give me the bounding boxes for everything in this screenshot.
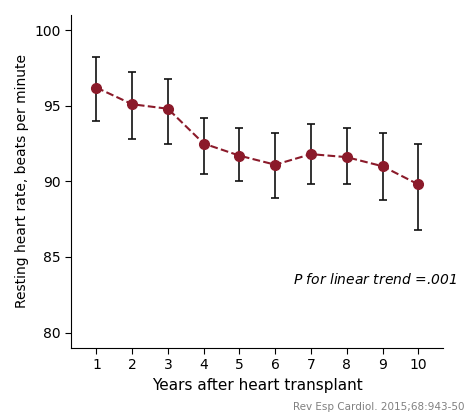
Y-axis label: Resting heart rate, beats per minute: Resting heart rate, beats per minute xyxy=(15,54,29,308)
Text: Rev Esp Cardiol. 2015;68:943-50: Rev Esp Cardiol. 2015;68:943-50 xyxy=(293,402,465,412)
Text: $P$ for linear trend =.001: $P$ for linear trend =.001 xyxy=(293,272,457,287)
X-axis label: Years after heart transplant: Years after heart transplant xyxy=(152,378,363,393)
